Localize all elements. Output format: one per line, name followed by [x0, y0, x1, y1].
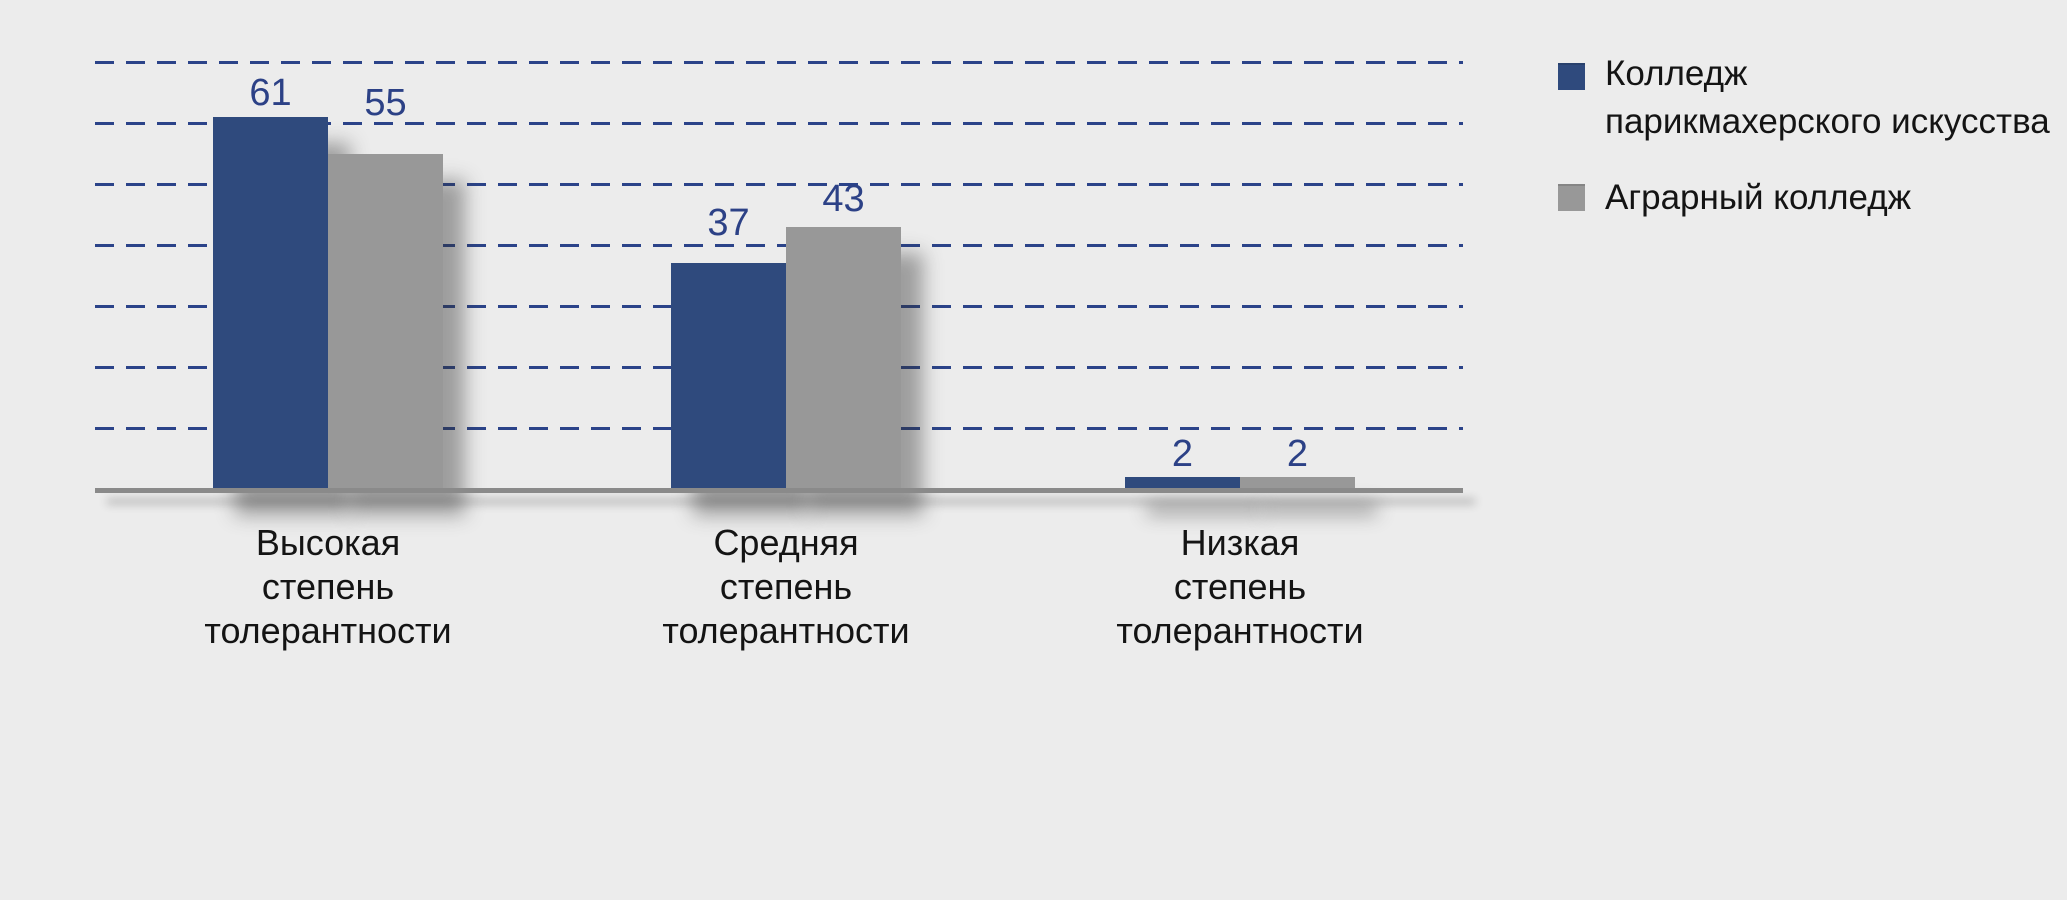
legend-label-series2: Аграрный колледж	[1605, 174, 1911, 222]
legend-swatch-series1	[1558, 63, 1585, 90]
gridline	[95, 61, 1463, 64]
value-label: 2	[1286, 432, 1309, 475]
value-label: 37	[707, 202, 750, 245]
legend-label-line: парикмахерского искусства	[1605, 102, 2050, 141]
legend-swatch-series2	[1558, 184, 1585, 211]
gridline	[95, 244, 1463, 247]
bar-1-cat3	[1125, 476, 1240, 489]
gridline	[95, 183, 1463, 186]
legend-label-line: Аграрный колледж	[1605, 178, 1912, 217]
legend-label-series1: Колледж парикмахерского искусства	[1605, 50, 2050, 146]
category-label: Средняя степень толерантности	[662, 522, 910, 651]
category-label: Низкая степень толерантности	[1116, 522, 1364, 651]
x-axis-line	[95, 488, 1463, 493]
bar-1-cat1	[213, 116, 328, 489]
value-label: 61	[249, 71, 292, 114]
category-label: Высокая степень толерантности	[204, 522, 452, 651]
legend-label-line: Колледж	[1605, 54, 1748, 93]
bar-2-cat1	[328, 153, 443, 489]
bar-1-cat2	[671, 263, 786, 489]
bar-2-cat2	[786, 226, 901, 489]
gridline	[95, 122, 1463, 125]
value-label: 55	[364, 81, 407, 124]
value-label: 43	[822, 177, 865, 220]
bar-2-cat3	[1240, 476, 1355, 489]
value-label: 2	[1171, 432, 1194, 475]
